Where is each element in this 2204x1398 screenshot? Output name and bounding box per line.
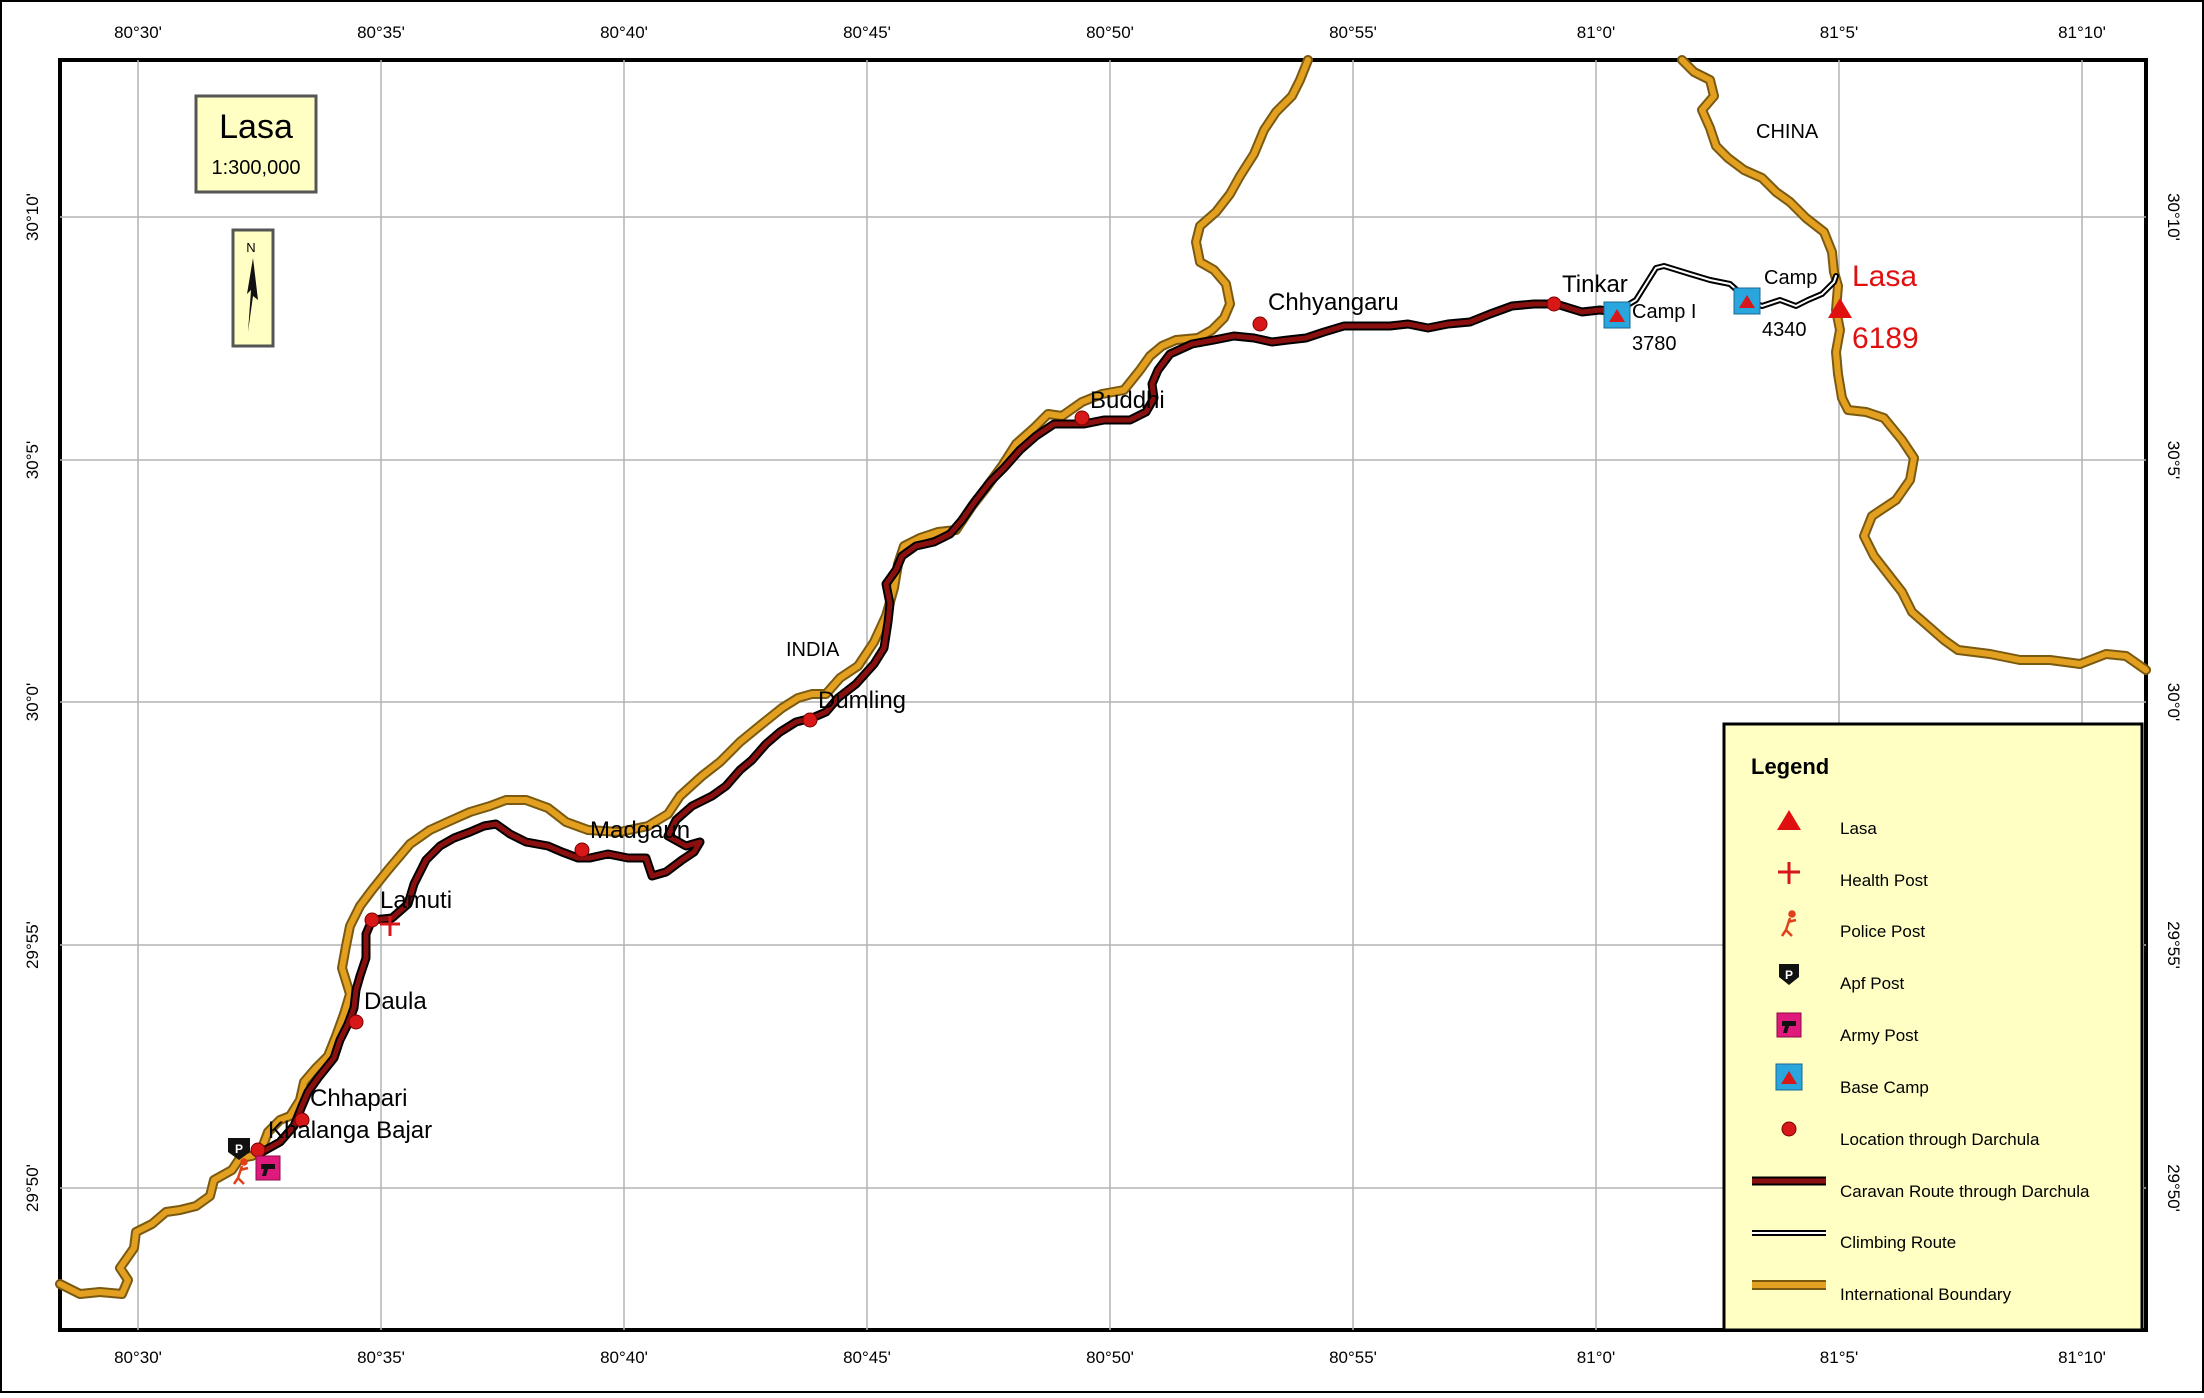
peak-elevation-label: 6189	[1852, 322, 1919, 355]
apf-post-icon: P	[228, 1138, 250, 1160]
north-label: N	[246, 240, 255, 255]
lon-label-bottom: 80°50'	[1086, 1348, 1134, 1367]
police-post-icon	[232, 1158, 249, 1185]
camp-label: Camp	[1764, 267, 1817, 289]
legend-title: Legend	[1751, 754, 1829, 779]
location-marker	[1546, 296, 1562, 312]
location-marker	[802, 712, 818, 728]
location-marker	[364, 912, 380, 928]
legend-item-label: Police Post	[1840, 922, 1925, 941]
place-label: Chhapari	[310, 1085, 407, 1112]
place-label: Khalanga Bajar	[268, 1117, 432, 1144]
legend-basecamp-icon	[1775, 1063, 1803, 1091]
health-post-icon	[380, 916, 400, 936]
lat-label-right: 30°10'	[2164, 193, 2183, 241]
lon-label-top: 81°10'	[2058, 23, 2106, 42]
lon-label-bottom: 80°45'	[843, 1348, 891, 1367]
lat-label-right: 30°0'	[2164, 683, 2183, 721]
lat-label-right: 29°50'	[2164, 1164, 2183, 1212]
place-label: Daula	[364, 988, 427, 1015]
legend-item-label: Apf Post	[1840, 974, 1905, 993]
lat-label-left: 30°5'	[23, 441, 42, 479]
peak-name-label: Lasa	[1852, 260, 1917, 293]
lon-label-bottom: 81°0'	[1577, 1348, 1615, 1367]
lon-label-bottom: 81°5'	[1820, 1348, 1858, 1367]
lon-label-top: 80°50'	[1086, 23, 1134, 42]
country-label-india: INDIA	[786, 639, 840, 661]
location-marker	[574, 842, 590, 858]
place-label: Madgaun	[590, 817, 690, 844]
legend: Legend P	[1722, 722, 2144, 1332]
location-marker	[1074, 410, 1090, 426]
camp-elevation: 4340	[1762, 319, 1807, 341]
base-camp-icon	[1733, 287, 1761, 315]
camp-label: Camp I	[1632, 301, 1696, 323]
legend-item-label: Health Post	[1840, 871, 1928, 890]
lon-label-top: 80°55'	[1329, 23, 1377, 42]
title-box: Lasa 1:300,000	[194, 94, 318, 194]
legend-army-icon	[1776, 1012, 1802, 1038]
lat-label-right: 30°5'	[2164, 441, 2183, 479]
lon-label-top: 80°35'	[357, 23, 405, 42]
peak-icon	[1828, 298, 1852, 318]
legend-police-icon	[1780, 910, 1797, 937]
lat-label-left: 30°10'	[23, 193, 42, 241]
place-label: Buddhi	[1090, 387, 1165, 414]
legend-item-label: International Boundary	[1840, 1285, 2012, 1304]
legend-health-icon	[1778, 862, 1800, 884]
legend-item-label: Base Camp	[1840, 1078, 1929, 1097]
lon-label-top: 81°0'	[1577, 23, 1615, 42]
place-label: Dumling	[818, 687, 906, 714]
location-marker	[1252, 316, 1268, 332]
lon-label-top: 80°40'	[600, 23, 648, 42]
international-boundary-east	[1677, 55, 2151, 675]
title-scale: 1:300,000	[212, 157, 301, 179]
lon-label-bottom: 80°55'	[1329, 1348, 1377, 1367]
legend-item-label: Location through Darchula	[1840, 1130, 2040, 1149]
lat-label-left: 29°50'	[23, 1164, 42, 1212]
place-label: Chhyangaru	[1268, 289, 1399, 316]
place-label: Lamuti	[380, 887, 452, 914]
location-marker	[250, 1142, 266, 1158]
lon-label-top: 81°5'	[1820, 23, 1858, 42]
north-arrow: N	[231, 228, 275, 348]
lon-label-bottom: 80°35'	[357, 1348, 405, 1367]
camp-elevation: 3780	[1632, 333, 1677, 355]
country-label-china: CHINA	[1756, 121, 1819, 143]
place-label: Tinkar	[1562, 271, 1628, 298]
lon-label-bottom: 80°40'	[600, 1348, 648, 1367]
location-marker	[348, 1014, 364, 1030]
lon-label-top: 80°30'	[114, 23, 162, 42]
svg-text:P: P	[1785, 968, 1793, 982]
legend-item-label: Caravan Route through Darchula	[1840, 1182, 2090, 1201]
svg-text:P: P	[235, 1142, 243, 1156]
north-arrow-icon	[247, 258, 258, 332]
location-marker	[294, 1112, 310, 1128]
legend-item-label: Army Post	[1840, 1026, 1919, 1045]
lon-label-bottom: 81°10'	[2058, 1348, 2106, 1367]
legend-location-icon	[1781, 1121, 1797, 1137]
legend-item-label: Climbing Route	[1840, 1233, 1956, 1252]
lat-label-right: 29°55'	[2164, 921, 2183, 969]
base-camp-icon	[1603, 301, 1631, 329]
lat-label-left: 30°0'	[23, 683, 42, 721]
lon-label-top: 80°45'	[843, 23, 891, 42]
caravan-route	[257, 299, 1621, 1157]
army-post-icon	[255, 1155, 281, 1181]
lon-label-bottom: 80°30'	[114, 1348, 162, 1367]
lat-label-left: 29°55'	[23, 921, 42, 969]
legend-apf-icon: P	[1779, 964, 1799, 985]
legend-peak-icon	[1777, 810, 1801, 830]
title-name: Lasa	[219, 108, 293, 146]
legend-item-label: Lasa	[1840, 819, 1877, 838]
